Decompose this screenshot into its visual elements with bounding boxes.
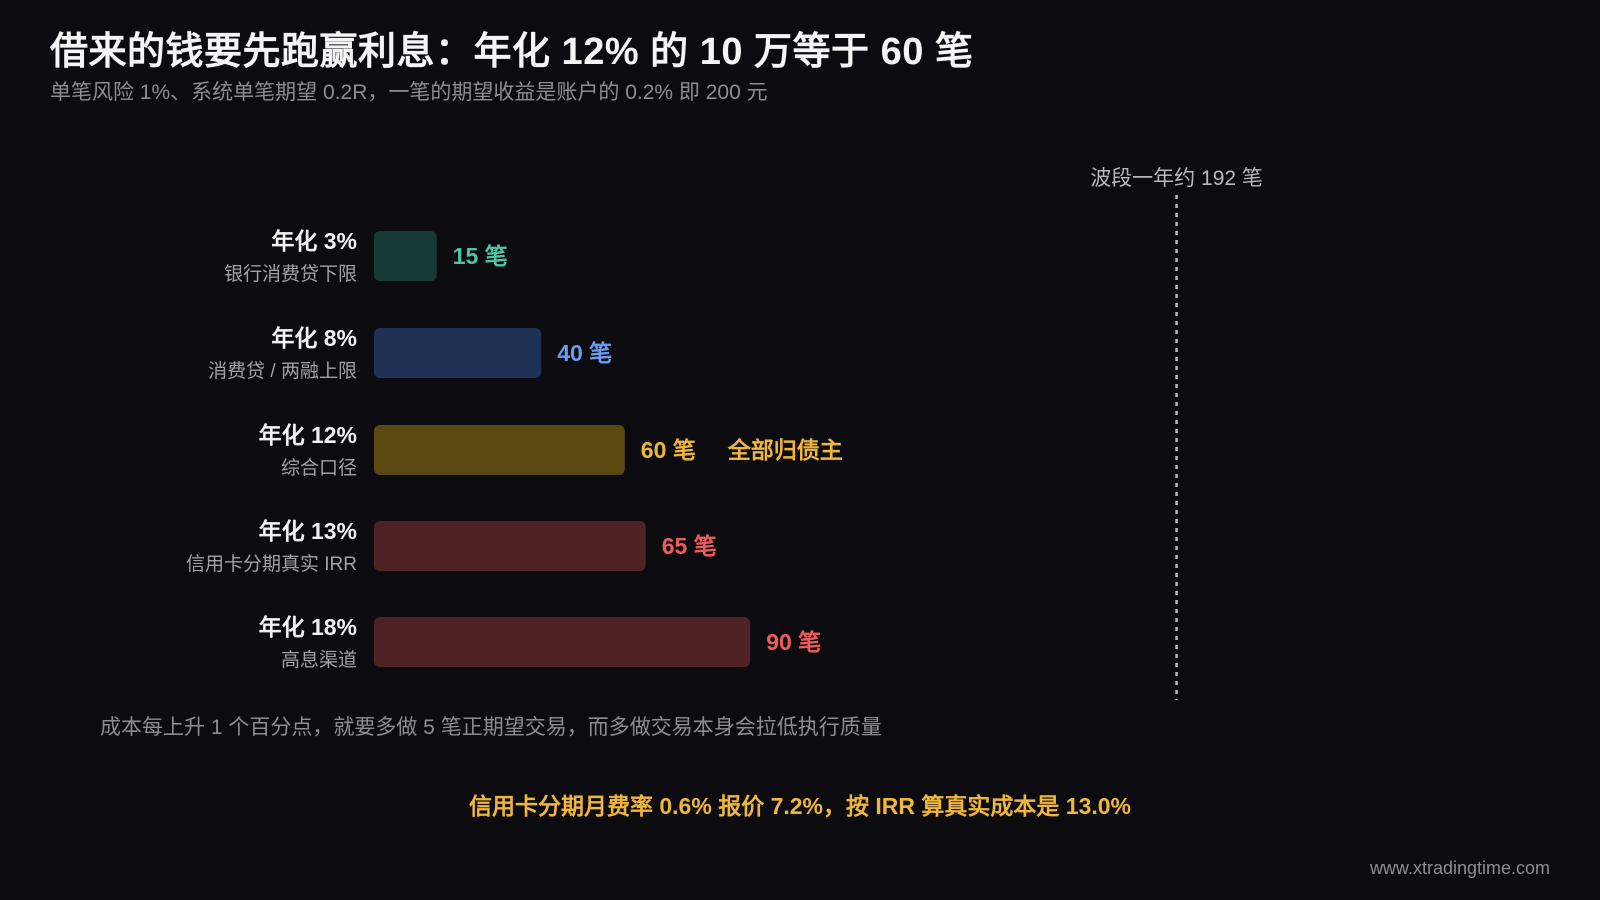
data-label-0: 15 笔 [453, 243, 508, 269]
bar-3 [374, 521, 646, 571]
reference-line-label: 波段一年约 192 笔 [1090, 167, 1263, 190]
category-label-2: 年化 12% [259, 422, 357, 448]
category-sublabel-2: 综合口径 [281, 457, 357, 479]
data-label-1: 40 笔 [557, 340, 612, 366]
highlight-note: 信用卡分期月费率 0.6% 报价 7.2%，按 IRR 算真实成本是 13.0% [468, 793, 1131, 819]
category-label-0: 年化 3% [271, 228, 357, 254]
bar-0 [374, 231, 437, 281]
category-sublabel-3: 信用卡分期真实 IRR [186, 553, 357, 575]
category-label-1: 年化 8% [271, 325, 357, 351]
category-label-3: 年化 13% [259, 518, 357, 544]
page-subtitle: 单笔风险 1%、系统单笔期望 0.2R，一笔的期望收益是账户的 0.2% 即 2… [50, 81, 768, 104]
data-label-4: 90 笔 [766, 629, 821, 655]
category-sublabel-4: 高息渠道 [281, 649, 357, 671]
data-label-2: 60 笔 [641, 437, 696, 463]
watermark: www.xtradingtime.com [1369, 858, 1550, 878]
bar-1 [374, 328, 542, 378]
category-sublabel-1: 消费贷 / 两融上限 [208, 360, 357, 382]
category-sublabel-0: 银行消费贷下限 [224, 263, 357, 285]
bar-2 [374, 425, 625, 475]
page-title: 借来的钱要先跑赢利息：年化 12% 的 10 万等于 60 笔 [50, 31, 974, 73]
annotation-0: 全部归债主 [727, 437, 843, 463]
chart-note: 成本每上升 1 个百分点，就要多做 5 笔正期望交易，而多做交易本身会拉低执行质… [100, 716, 882, 739]
category-label-4: 年化 18% [259, 614, 357, 640]
data-label-3: 65 笔 [662, 533, 717, 559]
bar-4 [374, 617, 751, 667]
